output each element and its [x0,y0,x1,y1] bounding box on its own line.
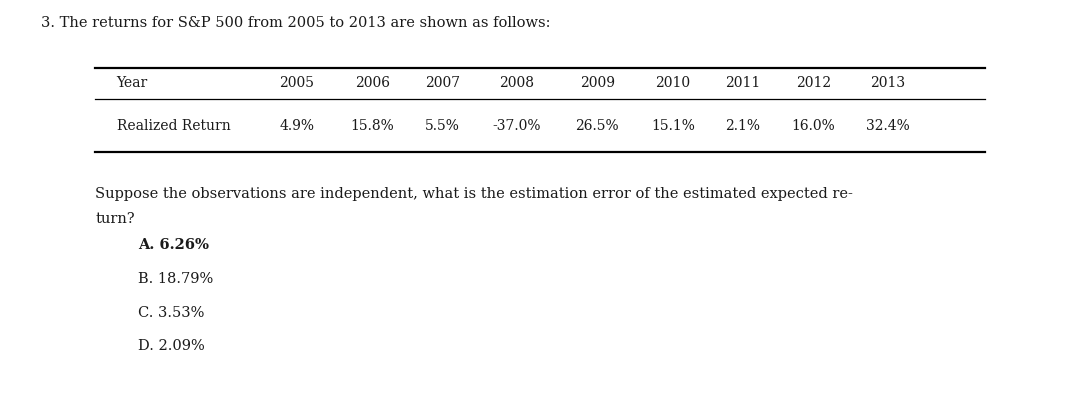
Text: A. 6.26%: A. 6.26% [138,238,210,252]
Text: 3. The returns for S&P 500 from 2005 to 2013 are shown as follows:: 3. The returns for S&P 500 from 2005 to … [41,16,551,30]
Text: 2010: 2010 [656,76,690,90]
Text: Realized Return: Realized Return [117,119,230,133]
Text: 15.8%: 15.8% [351,119,394,133]
Text: 2006: 2006 [355,76,390,90]
Text: 15.1%: 15.1% [651,119,694,133]
Text: 26.5%: 26.5% [576,119,619,133]
Text: 2012: 2012 [796,76,831,90]
Text: 16.0%: 16.0% [792,119,835,133]
Text: 32.4%: 32.4% [866,119,909,133]
Text: Suppose the observations are independent, what is the estimation error of the es: Suppose the observations are independent… [95,187,853,201]
Text: 2008: 2008 [499,76,534,90]
Text: D. 2.09%: D. 2.09% [138,339,205,353]
Text: 2005: 2005 [280,76,314,90]
Text: 2013: 2013 [870,76,905,90]
Text: B. 18.79%: B. 18.79% [138,272,214,286]
Text: 4.9%: 4.9% [280,119,314,133]
Text: 2.1%: 2.1% [726,119,760,133]
Text: 2007: 2007 [426,76,460,90]
Text: 2011: 2011 [726,76,760,90]
Text: 5.5%: 5.5% [426,119,460,133]
Text: C. 3.53%: C. 3.53% [138,306,204,320]
Text: 2009: 2009 [580,76,615,90]
Text: Year: Year [117,76,148,90]
Text: turn?: turn? [95,212,135,226]
Text: -37.0%: -37.0% [492,119,540,133]
